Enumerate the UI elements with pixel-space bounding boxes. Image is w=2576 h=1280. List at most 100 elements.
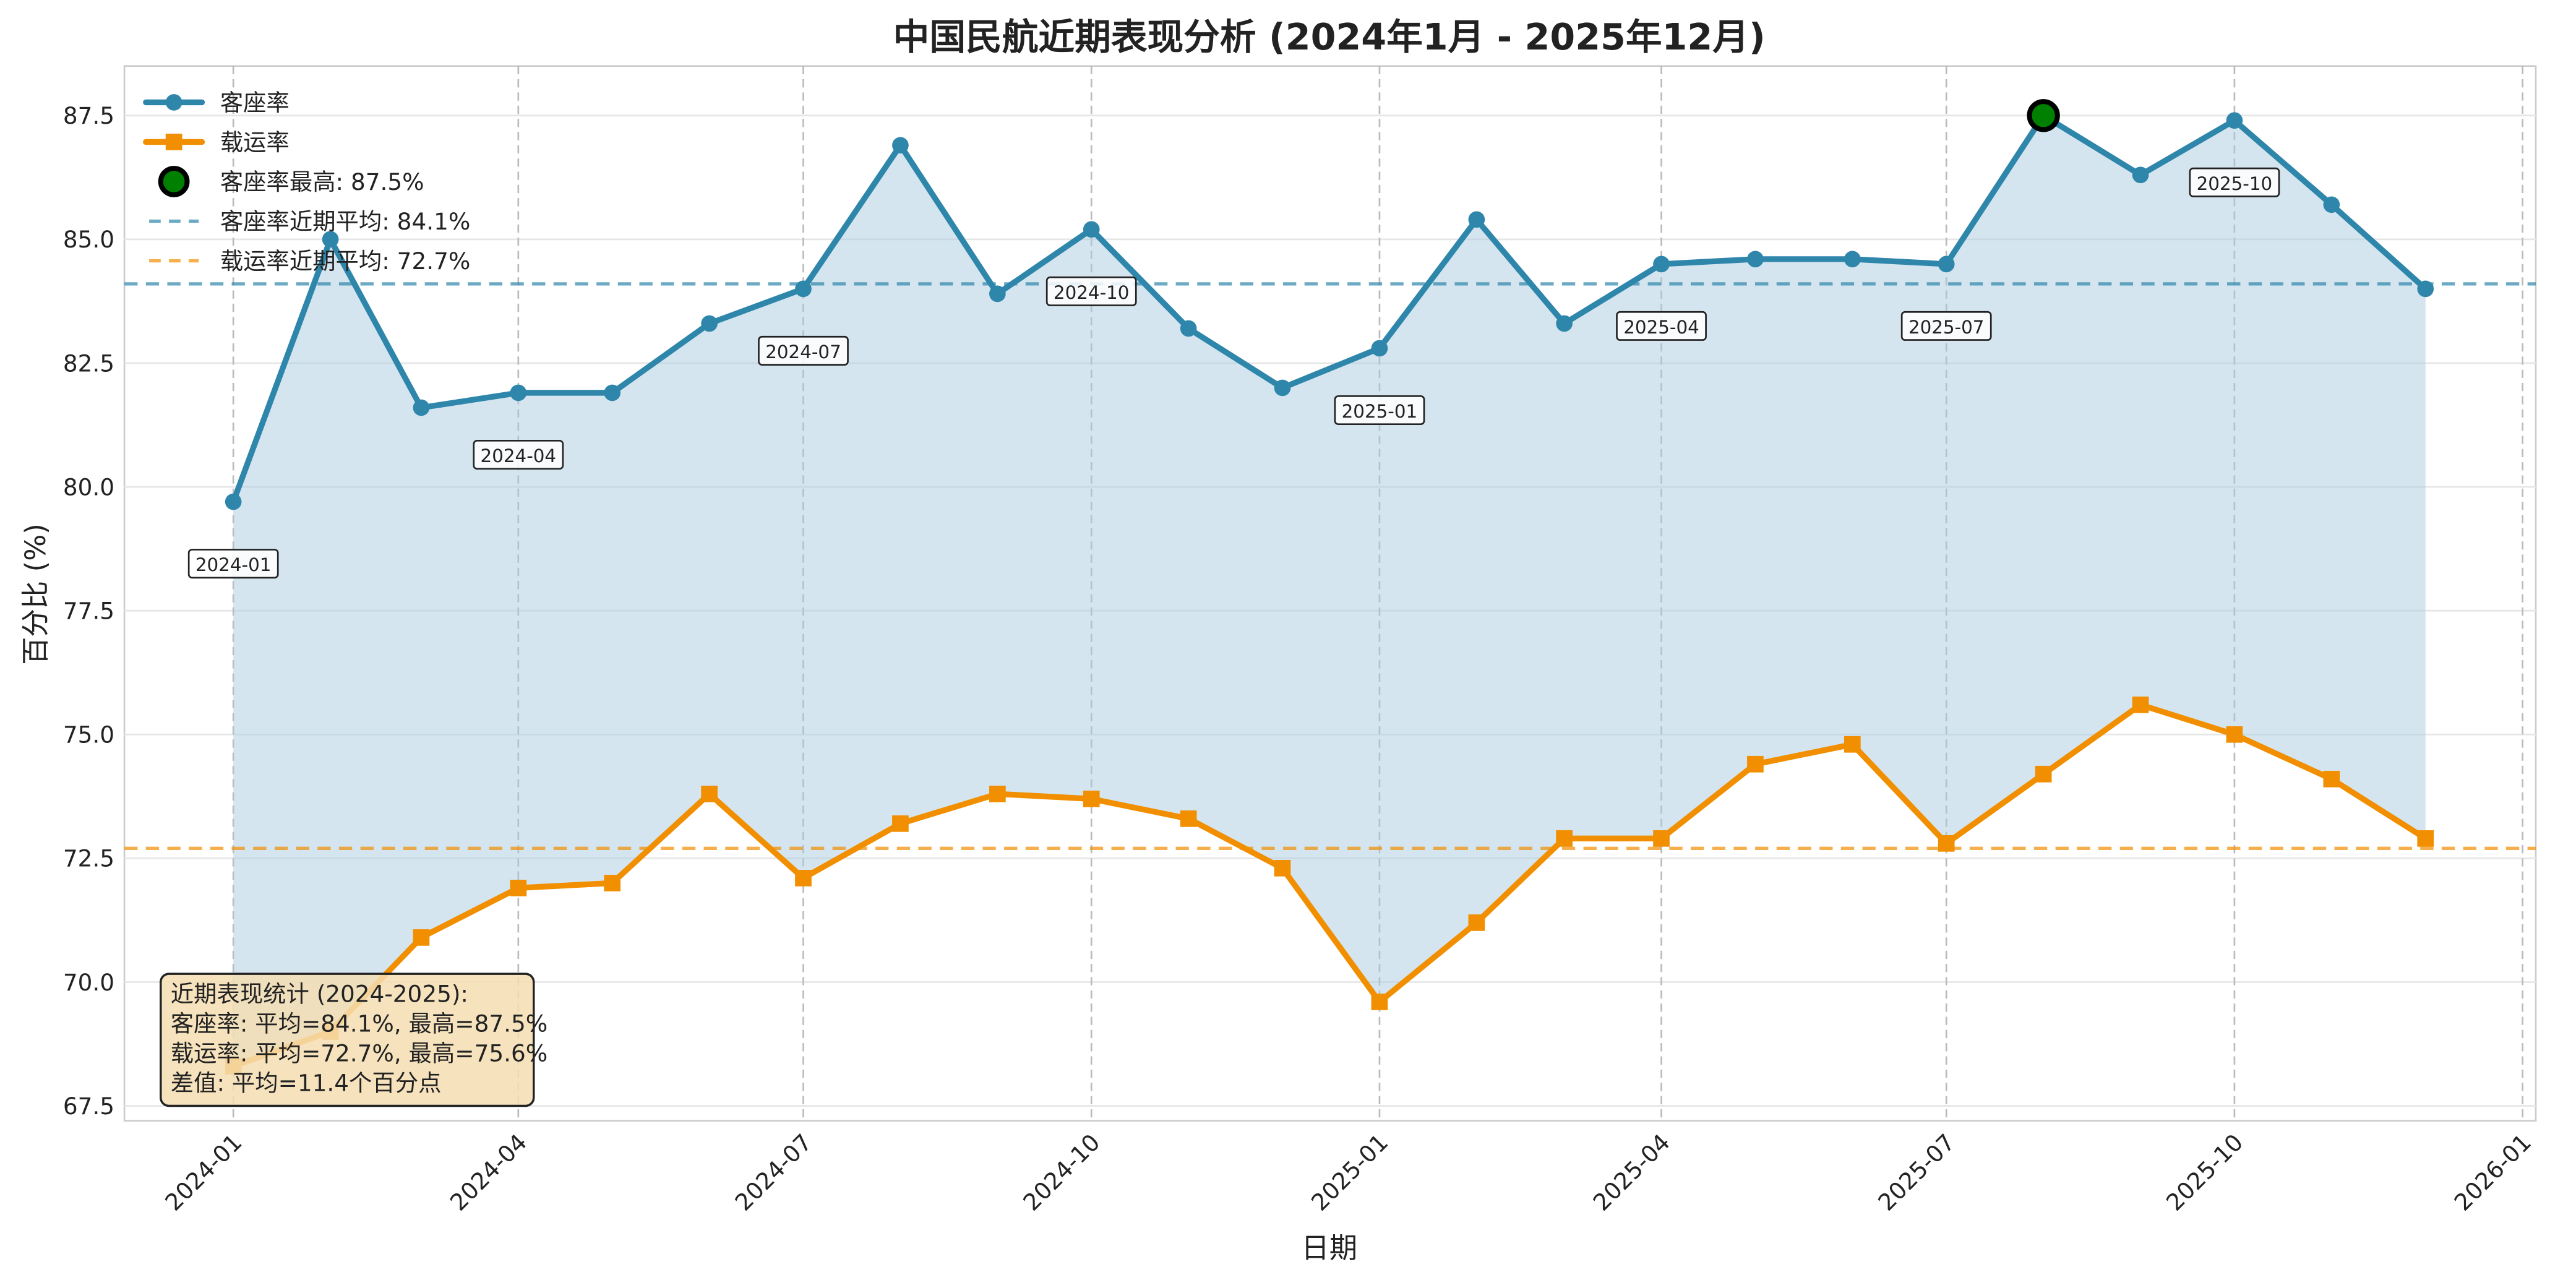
data-point [1083, 790, 1100, 807]
data-point [2417, 280, 2434, 298]
data-point [510, 880, 527, 896]
chart-title: 中国民航近期表现分析 (2024年1月 - 2025年12月) [893, 16, 1766, 58]
data-point [1371, 994, 1388, 1010]
annotation-label: 2024-01 [195, 554, 272, 575]
data-point [1653, 830, 1670, 847]
data-point [1274, 860, 1291, 877]
data-point [322, 231, 339, 248]
y-tick-label: 77.5 [63, 597, 114, 624]
x-tick-label: 2026-01 [2449, 1128, 2536, 1216]
data-point [413, 929, 430, 946]
data-point [2226, 726, 2243, 743]
data-point [1180, 810, 1197, 827]
data-point [2323, 770, 2340, 788]
data-point [989, 785, 1006, 802]
legend-label: 载运率 [220, 129, 290, 156]
annotation-box [2189, 167, 2280, 197]
max-highlight-marker [2027, 99, 2060, 132]
data-point [1371, 340, 1388, 357]
y-tick-label: 72.5 [63, 845, 114, 872]
annotation-label: 2024-07 [765, 341, 841, 363]
x-tick-label: 2025-07 [1873, 1128, 1960, 1216]
data-point [1180, 320, 1197, 337]
annotation-box [1900, 311, 1992, 341]
annotation-box [187, 549, 279, 579]
stats-box-bg [160, 973, 535, 1107]
legend-label: 客座率最高: 87.5% [220, 168, 424, 195]
annotation-label: 2025-10 [2197, 173, 2273, 194]
data-point [2035, 765, 2052, 783]
x-tick-label: 2024-07 [729, 1128, 817, 1216]
y-tick-label: 70.0 [63, 969, 114, 996]
stats-line: 差值: 平均=11.4个百分点 [171, 1070, 442, 1097]
data-point [1556, 315, 1573, 332]
data-point [604, 384, 621, 402]
series-line-1 [232, 702, 2428, 1069]
data-point [892, 815, 909, 832]
y-axis-label: 百分比 (%) [19, 523, 52, 665]
annotation-box [473, 440, 564, 470]
x-axis-label: 日期 [1301, 1232, 1357, 1265]
annotation-box [1334, 395, 1425, 425]
data-point [2226, 112, 2243, 129]
stats-line: 载运率: 平均=72.7%, 最高=75.6% [171, 1039, 547, 1067]
y-tick-label: 82.5 [63, 350, 114, 377]
data-point [701, 785, 718, 802]
data-point [225, 493, 242, 510]
series-line-0 [230, 113, 2428, 503]
annotation-label: 2025-04 [1623, 317, 1699, 338]
annotation-label: 2025-01 [1342, 401, 1418, 422]
x-tick-label: 2025-04 [1587, 1128, 1675, 1216]
data-point [1938, 835, 1955, 852]
legend-label: 客座率 [220, 89, 290, 116]
data-point [1844, 736, 1861, 753]
legend-marker-square [165, 134, 182, 150]
x-tick-label: 2024-04 [445, 1128, 532, 1216]
y-tick-label: 80.0 [63, 473, 114, 500]
y-tick-label: 75.0 [63, 721, 114, 749]
data-point [989, 285, 1006, 303]
data-point [892, 137, 909, 154]
data-point [2132, 696, 2149, 713]
data-point [604, 875, 621, 891]
stats-line: 近期表现统计 (2024-2025): [171, 980, 468, 1007]
data-point [1083, 221, 1100, 238]
annotation-box [1045, 276, 1137, 306]
data-point [2323, 196, 2340, 213]
data-point [1747, 251, 1764, 268]
data-point [1556, 830, 1573, 847]
legend-label: 客座率近期平均: 84.1% [220, 208, 471, 235]
legend-label: 载运率近期平均: 72.7% [220, 247, 471, 275]
legend-marker-circle [165, 94, 182, 111]
legend-marker-highlight [158, 166, 190, 197]
data-point [2417, 830, 2434, 847]
annotation-box [1616, 311, 1707, 341]
y-tick-label: 67.5 [63, 1093, 114, 1120]
data-point [1468, 211, 1485, 228]
x-tick-label: 2024-10 [1018, 1128, 1105, 1216]
y-tick-label: 87.5 [63, 102, 114, 129]
data-point [795, 870, 812, 887]
data-point [1747, 755, 1764, 773]
data-point [1274, 379, 1291, 397]
data-point [1844, 251, 1861, 268]
x-tick-label: 2025-01 [1306, 1128, 1393, 1216]
x-tick-label: 2024-01 [160, 1128, 247, 1216]
data-point [2132, 166, 2149, 184]
data-point [1653, 256, 1670, 273]
annotation-label: 2024-10 [1054, 282, 1130, 303]
annotation-label: 2025-07 [1908, 317, 1985, 338]
data-point [510, 384, 527, 402]
data-point [1938, 256, 1955, 273]
y-tick-label: 85.0 [63, 226, 114, 253]
data-point [701, 315, 718, 332]
data-point [795, 280, 812, 298]
data-point [1468, 914, 1485, 931]
annotation-box [758, 335, 849, 366]
data-point [413, 399, 430, 416]
annotation-label: 2024-04 [481, 445, 557, 466]
x-tick-label: 2025-10 [2161, 1128, 2248, 1216]
stats-box: 近期表现统计 (2024-2025): 客座率: 平均=84.1%, 最高=87.… [160, 973, 547, 1107]
